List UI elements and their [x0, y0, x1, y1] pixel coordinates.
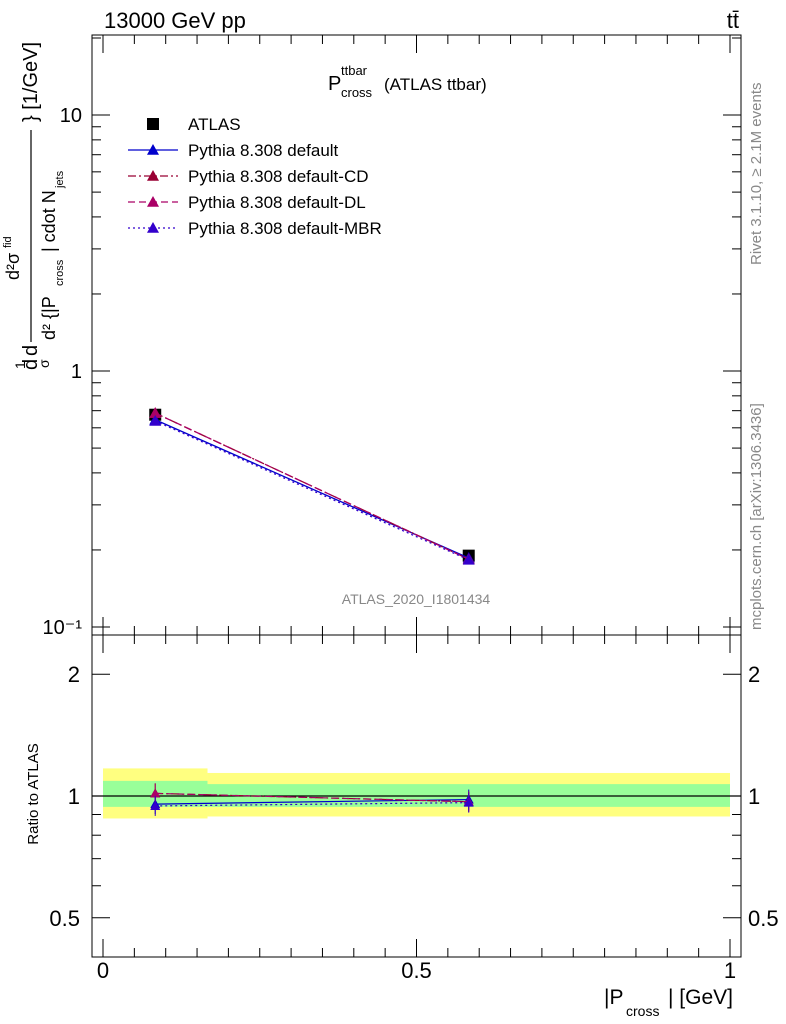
data-point: [149, 407, 162, 418]
plot-title: P ttbar cross (ATLAS ttbar): [328, 63, 487, 100]
ratio-uncertainty-bands: [92, 768, 741, 819]
svg-text:d² {|P: d² {|P: [39, 296, 59, 340]
main-axis-ticks: 10⁻¹ 1 10: [43, 35, 741, 639]
legend-marker: [147, 196, 159, 207]
energy-label: 13000 GeV pp: [104, 8, 246, 33]
ratio-point: [150, 788, 161, 798]
series-line: [154, 412, 470, 560]
ratio-y-tick-label-left: 1: [68, 784, 80, 809]
legend-label: Pythia 8.308 default-CD: [188, 167, 369, 186]
legend-marker: [147, 222, 159, 233]
series-pythia-8-308-default-mbr: [149, 414, 475, 565]
main-series-group: [149, 407, 475, 565]
svg-text:} [1/GeV]: } [1/GeV]: [20, 42, 42, 122]
x-label-rest: | [GeV]: [668, 986, 733, 1009]
mcplots-label: mcplots.cern.ch [arXiv:1306.3436]: [748, 403, 765, 630]
title-main: P: [328, 73, 341, 95]
ratio-y-tick-label-left: 0.5: [49, 906, 80, 931]
x-tick-label: 0: [97, 958, 109, 983]
ratio-y-axis-label: Ratio to ATLAS: [25, 743, 42, 844]
ratio-series-group: [150, 783, 474, 816]
legend-entry: Pythia 8.308 default-CD: [128, 167, 369, 186]
ratio-y-tick-label-right: 1: [748, 784, 760, 809]
svg-text:jets: jets: [54, 170, 66, 189]
svg-text:fid: fid: [2, 236, 14, 248]
main-y-tick-label: 1: [71, 361, 82, 383]
main-y-tick-label: 10⁻¹: [43, 617, 83, 639]
legend-label: ATLAS: [188, 115, 241, 134]
ratio-y-tick-label-right: 0.5: [748, 906, 779, 931]
x-tick-label: 1: [724, 958, 736, 983]
x-tick-label: 0.5: [401, 958, 432, 983]
ratio-point: [463, 797, 474, 807]
title-superscript: ttbar: [341, 63, 368, 78]
data-point: [149, 414, 162, 426]
svg-text:d: d: [20, 345, 42, 356]
legend-marker: [147, 144, 159, 155]
legend-marker: [147, 118, 159, 130]
title-rest: (ATLAS ttbar): [384, 75, 487, 94]
legend: ATLAS Pythia 8.308 default Pythia 8.308 de…: [128, 115, 382, 238]
legend-entry: Pythia 8.308 default-DL: [128, 193, 366, 212]
title-subscript: cross: [341, 85, 373, 100]
svg-text:| cdot N: | cdot N: [39, 190, 59, 252]
legend-entry: ATLAS: [147, 115, 241, 134]
main-y-tick-label: 10: [60, 105, 82, 127]
series-line: [154, 412, 470, 560]
legend-marker: [147, 170, 159, 181]
svg-text:1: 1: [12, 361, 28, 369]
main-y-axis-label: d 1 σ d d²σ fid d² {|P cross | cdot N je…: [2, 42, 66, 370]
ratio-y-tick-label-right: 2: [748, 662, 760, 687]
legend-entry: Pythia 8.308 default-MBR: [128, 219, 382, 238]
ratio-axis-ticks: 0.5 0.5 1 1 2 2 0 0.5 1: [49, 635, 779, 983]
svg-text:cross: cross: [54, 259, 66, 286]
ratio-point: [150, 800, 161, 810]
ratio-y-tick-label-left: 2: [68, 662, 80, 687]
process-label: tt̄: [727, 8, 739, 33]
x-axis-label: |P cross | [GeV]: [604, 986, 733, 1019]
svg-text:d²σ: d²σ: [3, 253, 23, 280]
ratio-series-pythia-8-308-default-mbr: [150, 792, 474, 816]
ratio-line: [155, 792, 469, 803]
svg-text:d: d: [20, 359, 42, 370]
rivet-label: Rivet 3.1.10, ≥ 2.1M events: [748, 83, 765, 266]
legend-label: Pythia 8.308 default: [188, 141, 339, 160]
x-label-main: |P: [604, 986, 623, 1009]
x-label-subscript: cross: [626, 1003, 659, 1019]
svg-text:σ: σ: [36, 359, 52, 368]
data-point: [462, 553, 475, 565]
analysis-label: ATLAS_2020_I1801434: [342, 591, 491, 607]
legend-label: Pythia 8.308 default-DL: [188, 193, 366, 212]
legend-label: Pythia 8.308 default-MBR: [188, 219, 382, 238]
ratio-line: [155, 802, 469, 807]
series-line: [154, 420, 469, 561]
legend-entry: Pythia 8.308 default: [128, 141, 339, 160]
